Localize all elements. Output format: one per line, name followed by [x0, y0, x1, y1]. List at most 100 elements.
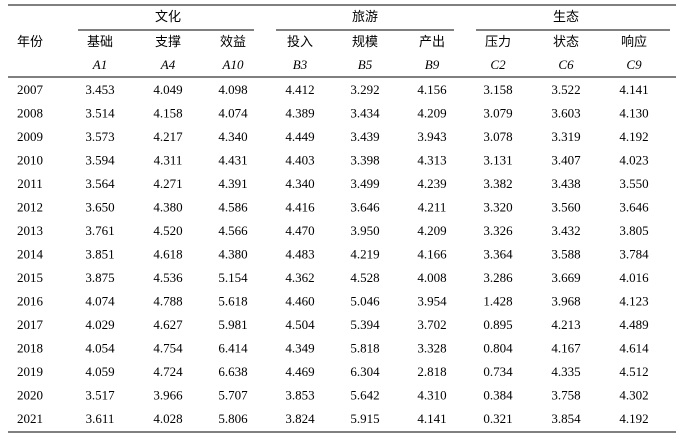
column-code: B9: [425, 57, 440, 72]
value-cell: 3.824: [285, 411, 315, 426]
value-cell: 3.434: [350, 105, 380, 120]
column-header: 支撑: [155, 34, 181, 49]
year-cell: 2014: [17, 246, 44, 261]
group-header: 文化: [155, 9, 181, 24]
value-cell: 2.818: [417, 364, 446, 379]
column-header: 压力: [485, 34, 511, 49]
column-header: 状态: [553, 34, 579, 49]
value-cell: 3.573: [85, 129, 114, 144]
year-cell: 2016: [17, 293, 44, 308]
value-cell: 4.271: [153, 176, 182, 191]
year-cell: 2017: [17, 317, 44, 332]
value-cell: 4.192: [619, 411, 648, 426]
value-cell: 3.761: [85, 223, 114, 238]
value-cell: 4.209: [417, 105, 446, 120]
value-cell: 4.213: [551, 317, 580, 332]
value-cell: 3.588: [551, 246, 580, 261]
value-cell: 4.380: [153, 199, 182, 214]
year-cell: 2009: [17, 129, 43, 144]
value-cell: 5.394: [350, 317, 380, 332]
value-cell: 4.209: [417, 223, 446, 238]
value-cell: 4.586: [218, 199, 248, 214]
value-cell: 3.603: [551, 105, 580, 120]
year-cell: 2019: [17, 364, 43, 379]
column-header: 基础: [87, 34, 113, 49]
value-cell: 5.707: [218, 387, 248, 402]
value-cell: 5.154: [218, 270, 248, 285]
value-cell: 3.950: [350, 223, 379, 238]
column-header: 响应: [621, 34, 647, 49]
value-cell: 4.504: [285, 317, 315, 332]
value-cell: 3.853: [285, 387, 314, 402]
value-cell: 6.414: [218, 340, 248, 355]
value-cell: 4.489: [619, 317, 648, 332]
value-cell: 3.669: [551, 270, 580, 285]
value-cell: 3.514: [85, 105, 115, 120]
year-cell: 2015: [17, 270, 43, 285]
value-cell: 4.059: [85, 364, 114, 379]
column-code: A10: [222, 57, 244, 72]
value-cell: 4.627: [153, 317, 183, 332]
value-cell: 0.321: [483, 411, 512, 426]
column-code: B3: [293, 57, 308, 72]
value-cell: 4.416: [285, 199, 315, 214]
value-cell: 4.074: [218, 105, 248, 120]
value-cell: 3.943: [417, 129, 446, 144]
value-cell: 3.326: [483, 223, 513, 238]
value-cell: 6.304: [350, 364, 380, 379]
value-cell: 4.008: [417, 270, 446, 285]
value-cell: 4.380: [218, 246, 247, 261]
year-cell: 2008: [17, 105, 43, 120]
value-cell: 4.403: [285, 152, 314, 167]
value-cell: 3.875: [85, 270, 114, 285]
value-cell: 4.483: [285, 246, 314, 261]
value-cell: 3.854: [551, 411, 581, 426]
value-cell: 0.734: [483, 364, 513, 379]
value-cell: 0.895: [483, 317, 512, 332]
value-cell: 3.646: [619, 199, 649, 214]
value-cell: 5.618: [218, 293, 247, 308]
value-cell: 5.806: [218, 411, 248, 426]
column-code: C2: [490, 57, 506, 72]
value-cell: 3.560: [551, 199, 580, 214]
year-cell: 2010: [17, 152, 43, 167]
value-cell: 4.141: [619, 82, 648, 97]
value-cell: 4.536: [153, 270, 183, 285]
value-cell: 4.335: [551, 364, 580, 379]
value-cell: 3.517: [85, 387, 115, 402]
value-cell: 3.319: [551, 129, 580, 144]
value-cell: 3.320: [483, 199, 512, 214]
group-header: 旅游: [352, 9, 378, 24]
value-cell: 4.098: [218, 82, 247, 97]
value-cell: 5.915: [350, 411, 379, 426]
value-cell: 3.438: [551, 176, 580, 191]
value-cell: 3.382: [483, 176, 512, 191]
value-cell: 5.642: [350, 387, 379, 402]
value-cell: 4.239: [417, 176, 446, 191]
column-header: 规模: [352, 34, 378, 49]
value-cell: 3.851: [85, 246, 114, 261]
year-cell: 2007: [17, 82, 44, 97]
value-cell: 1.428: [483, 293, 512, 308]
value-cell: 4.123: [619, 293, 648, 308]
value-cell: 4.470: [285, 223, 314, 238]
value-cell: 5.981: [218, 317, 247, 332]
value-cell: 3.522: [551, 82, 580, 97]
value-cell: 4.313: [417, 152, 446, 167]
value-cell: 4.349: [285, 340, 314, 355]
value-cell: 4.219: [350, 246, 379, 261]
value-cell: 4.520: [153, 223, 182, 238]
column-header: 年份: [17, 34, 43, 49]
value-cell: 4.431: [218, 152, 247, 167]
year-cell: 2021: [17, 411, 43, 426]
value-cell: 4.788: [153, 293, 182, 308]
value-cell: 3.328: [417, 340, 446, 355]
value-cell: 3.131: [483, 152, 512, 167]
value-cell: 4.167: [551, 340, 581, 355]
value-cell: 4.724: [153, 364, 183, 379]
value-cell: 3.954: [417, 293, 447, 308]
value-cell: 4.023: [619, 152, 648, 167]
value-cell: 0.804: [483, 340, 513, 355]
value-cell: 3.078: [483, 129, 512, 144]
